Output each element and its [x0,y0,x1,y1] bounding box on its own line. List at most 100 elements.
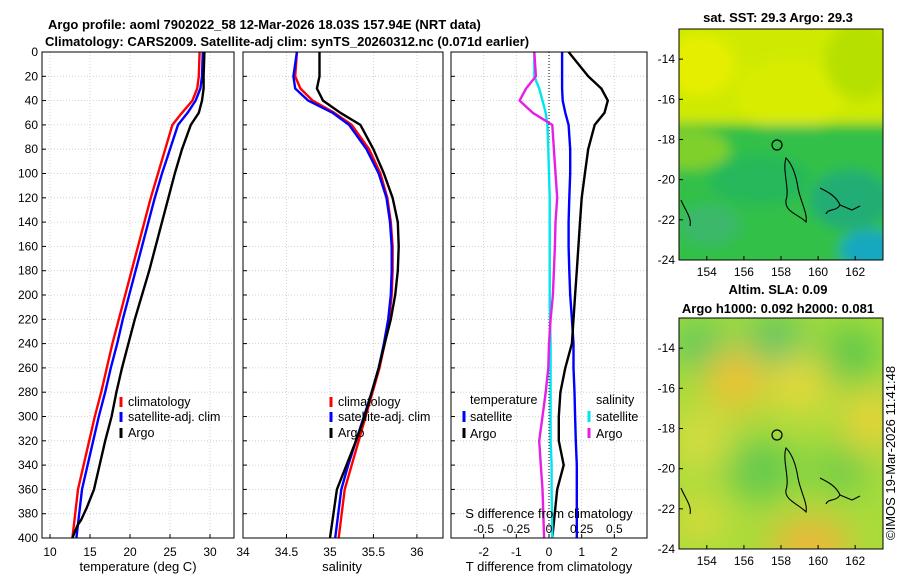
legend-label-satellite: satellite-adj. clim [128,410,220,424]
s-diff-tick-label: 0.5 [606,522,623,536]
map-y-tick-label: -18 [658,421,676,435]
map-y-tick-label: -22 [658,502,676,516]
x-tick-label: 2 [611,545,618,559]
sst-coastlines [680,156,861,227]
map-y-tick-label: -16 [658,381,676,395]
map-y-tick-label: -22 [658,213,676,227]
legend-label-satellite: satellite-adj. clim [338,410,430,424]
y-tick-label: 80 [25,142,39,156]
y-tick-label: 220 [18,312,38,326]
map-y-tick-label: -24 [658,253,676,267]
map-x-tick-label: 158 [771,554,791,568]
s-diff-tick-label: 0 [546,522,553,536]
map-x-tick-label: 160 [808,554,828,568]
y-tick-label: 260 [18,361,38,375]
legend-label-climatology: climatology [338,395,401,409]
x-tick-label: 35.5 [362,545,386,559]
series-argo-salinity [518,51,559,539]
map-y-tick-label: -18 [658,132,676,146]
y-tick-label: 40 [25,94,39,108]
figure-title-line1: Argo profile: aoml 7902022_58 12-Mar-202… [48,17,481,32]
map-x-tick-label: 154 [697,265,717,279]
y-tick-label: 340 [18,458,38,472]
y-tick-label: 60 [25,118,39,132]
temperature-panel: 10 15 20 25 30020406080100120140160180200220… [18,45,235,574]
y-tick-label: 100 [18,167,38,181]
y-tick-label: 0 [31,45,38,59]
y-tick-label: 160 [18,239,38,253]
temperature-ticks: 10 15 20 25 30020406080100120140160180200220… [18,45,217,559]
series-argo [315,52,400,539]
legend-title-salinity: salinity [596,393,635,407]
salinity-legend: climatology satellite-adj. clim Argo [329,395,430,440]
x-tick-label: 36 [410,545,424,559]
map-x-tick-label: 160 [808,265,828,279]
temperature-xlabel: temperature (deg C) [79,559,196,574]
y-tick-label: 180 [18,264,38,278]
legend-label-satellite: satellite [596,410,638,424]
difference-lines [518,51,609,539]
legend-label-argo: Argo [338,426,364,440]
temperature-diff-legend: temperature satellite Argo [462,393,537,441]
temperature-legend: climatology satellite-adj. clim Argo [119,395,220,440]
map-y-tick-label: -20 [658,173,676,187]
series-satellite-adj-clim [75,51,204,539]
temperature-grid [42,51,234,539]
x-tick-label: 34.5 [275,545,299,559]
map-x-tick-label: 156 [734,265,754,279]
s-diff-tick-label: 0.25 [570,522,594,536]
sla-map-title-line2: Argo h1000: 0.092 h2000: 0.081 [682,301,874,316]
legend-label-argo: Argo [470,427,496,441]
sla-coastlines [680,446,861,515]
salinity-xlabel: salinity [322,559,362,574]
x-tick-label: -2 [478,545,489,559]
salinity-lines [292,51,400,539]
figure-title-line2: Climatology: CARS2009. Satellite-adj cli… [45,34,529,49]
map-y-tick-label: -14 [658,52,676,66]
y-tick-label: 120 [18,191,38,205]
x-tick-label: 10 [43,545,57,559]
argo-position-marker [771,139,783,151]
y-tick-label: 240 [18,337,38,351]
x-tick-label: 25 [163,545,177,559]
y-tick-label: 320 [18,434,38,448]
x-tick-label: 35 [323,545,337,559]
salinity-ticks: 34 34.5 35 35.5 36 [236,51,424,559]
map-y-tick-label: -16 [658,92,676,106]
map-x-tick-label: 162 [845,554,865,568]
y-tick-label: 280 [18,385,38,399]
sst-map-title: sat. SST: 29.3 Argo: 29.3 [703,10,853,25]
sla-map-panel: Altim. SLA: 0.09 Argo h1000: 0.092 h2000… [658,282,884,568]
credit-text: ©IMOS 19-Mar-2026 11:41:48 [883,366,898,540]
sst-field [679,29,883,260]
sst-map-ticks: 154 156 158 160 162 -14 -16 -18 -20 -22 -24 [658,52,866,279]
difference-panel: -2 -1 0 1 2 -0.5 -0.25 0 0.25 0.5 T difference fr… [450,51,648,574]
legend-label-argo: Argo [128,426,154,440]
x-tick-label: 1 [578,545,585,559]
series-satellite-temperature [560,52,578,538]
x-tick-label: 30 [203,545,217,559]
difference-xlabel: T difference from climatology [466,559,633,574]
series-climatology [71,51,201,539]
s-diff-tick-label: -0.5 [473,522,494,536]
series-argo-temperature [551,51,609,539]
map-x-tick-label: 158 [771,265,791,279]
sla-field [679,318,883,549]
series-satellite-salinity [533,52,554,539]
y-tick-label: 200 [18,288,38,302]
difference-top-xlabel: S difference from climatology [465,506,633,521]
y-tick-label: 300 [18,410,38,424]
legend-title-temperature: temperature [470,393,537,407]
legend-label-argo: Argo [596,427,622,441]
map-y-tick-label: -14 [658,341,676,355]
y-tick-label: 20 [25,69,39,83]
map-y-tick-label: -20 [658,462,676,476]
legend-label-climatology: climatology [128,395,191,409]
x-tick-label: -1 [511,545,522,559]
map-x-tick-label: 156 [734,554,754,568]
x-tick-label: 15 [83,545,97,559]
difference-ticks: -2 -1 0 1 2 -0.5 -0.25 0 0.25 0.5 [451,51,623,559]
y-tick-label: 400 [18,531,38,545]
sst-map-panel: sat. SST: 29.3 Argo: 29.3 [658,10,884,279]
